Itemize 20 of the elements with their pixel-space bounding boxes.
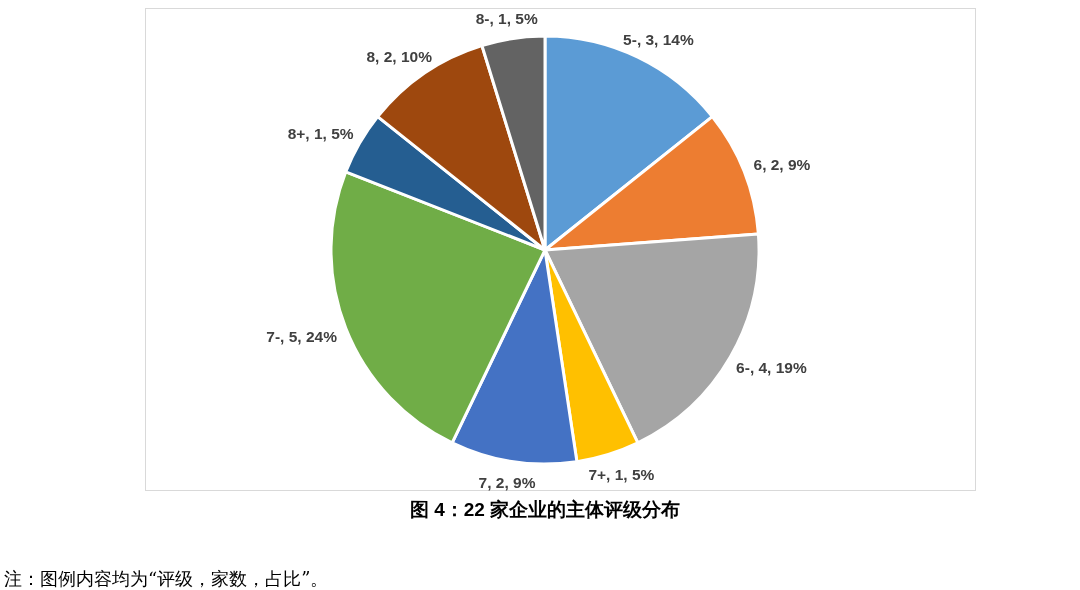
slice-label: 7+ [588,465,607,483]
data-label: , 2, 10% [375,47,433,65]
slice-label: 6 [753,155,763,173]
slice-label: 8- [475,9,490,27]
data-label: , 1, 5% [489,9,538,27]
data-label: , 2, 9% [762,155,811,173]
data-label: , 2, 9% [487,473,536,491]
slice-label: 7- [266,327,281,345]
slice-label: 7 [478,473,488,491]
slice-label: 8+ [287,124,306,142]
slice-label: 6- [736,358,750,376]
data-label: , 4, 19% [749,358,807,376]
data-label: , 1, 5% [305,124,354,142]
slice-label: 5- [623,30,637,48]
data-label: , 1, 5% [606,465,655,483]
text: 注：图例内容均为“评级，家数，占比”。 [4,567,329,589]
slice-label: 8 [366,47,376,65]
data-label: , 5, 24% [280,327,338,345]
text: 图 4：22 家企业的主体评级分布 [409,498,681,520]
data-label: , 3, 14% [636,30,694,48]
